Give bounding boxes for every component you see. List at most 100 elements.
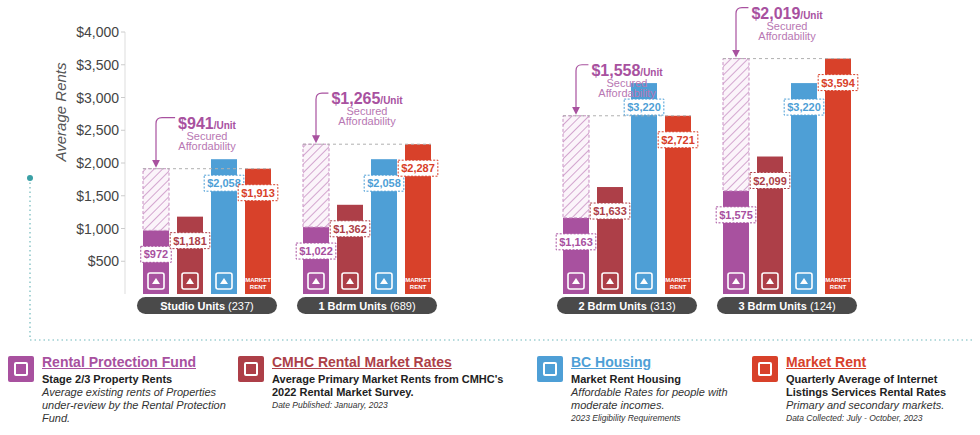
annotation-arrow	[736, 8, 748, 54]
legend-subtitle: Quarterly Average of Internet Listings S…	[786, 373, 975, 399]
data-label-box	[556, 234, 596, 250]
data-label-box	[784, 99, 824, 115]
data-label: $2,058	[207, 177, 241, 189]
annotation-arrow	[156, 118, 175, 164]
annotation-arrow	[576, 65, 588, 111]
bar-icon	[636, 273, 652, 289]
bar-icon-shape	[312, 278, 320, 284]
annotation-label: Affordability	[598, 87, 656, 99]
annotation-label: Affordability	[338, 115, 396, 127]
bar-icon-label: RENT	[250, 284, 267, 290]
texts: $972$1,181$2,058MARKETRENT$1,913$941/Uni…	[137, 5, 858, 314]
bar-icon-label: MARKET	[405, 277, 431, 283]
data-label: $3,594	[821, 77, 856, 89]
bar-icon-label: RENT	[670, 284, 687, 290]
data-label-box	[818, 75, 858, 91]
bar-icon-shape	[766, 278, 774, 284]
legend-subtitle: Average Primary Market Rents from CMHC's…	[272, 373, 528, 399]
category-pill	[297, 297, 437, 314]
bar-icon	[216, 273, 232, 289]
legend-title: Rental Protection Fund	[42, 354, 230, 371]
category-label: 3 Bdrm Units (124)	[738, 300, 835, 312]
bar-icon	[342, 273, 358, 289]
data-label-box	[716, 207, 756, 223]
data-label: $2,287	[401, 162, 435, 174]
bar-icon	[796, 273, 812, 289]
legend-entry: CMHC Rental Market Rates Average Primary …	[238, 354, 528, 411]
secured-bar	[563, 116, 589, 218]
legend-subtitle: Market Rent Housing	[571, 373, 742, 386]
data-label: $1,181	[173, 235, 207, 247]
legend-subtitle: Stage 2/3 Property Rents	[42, 373, 230, 386]
data-label: $1,163	[559, 236, 593, 248]
legend-title: BC Housing	[571, 354, 742, 371]
legend-icon-inner	[543, 362, 557, 376]
data-label: $2,058	[367, 177, 401, 189]
secured-guide	[303, 144, 431, 145]
decor-dot	[27, 175, 33, 181]
data-label-box	[590, 203, 630, 219]
category-label: 2 Bdrm Units (313)	[578, 300, 675, 312]
data-label: $2,721	[661, 134, 695, 146]
data-label: $1,913	[241, 187, 275, 199]
y-tick	[121, 163, 125, 164]
data-label-box	[658, 132, 698, 148]
bar-icon-shape	[732, 278, 740, 284]
category-count: (124)	[807, 300, 836, 312]
legend-icon	[238, 356, 264, 382]
legend-description: Average existing rents of Properties und…	[42, 386, 230, 425]
bar-icon-label: MARKET	[245, 277, 271, 283]
y-tick-label: $500	[88, 253, 119, 269]
y-tick	[121, 228, 125, 229]
bar-icon	[308, 273, 324, 289]
data-label: $3,220	[787, 101, 821, 113]
y-tick	[121, 130, 125, 131]
legend-description: Affordable Rates for people with moderat…	[571, 386, 742, 412]
marks	[143, 59, 851, 294]
bar-icon	[376, 273, 392, 289]
y-tick	[121, 64, 125, 65]
bar-icon-label: RENT	[830, 284, 847, 290]
data-label-box	[398, 160, 438, 176]
legend-icon	[752, 356, 778, 382]
bar-icon-shape	[380, 278, 388, 284]
y-tick	[121, 195, 125, 196]
data-label: $1,022	[299, 245, 333, 257]
bar-icon-shape	[186, 278, 194, 284]
data-label-box	[364, 175, 404, 191]
bar-icon	[728, 273, 744, 289]
legend-icon	[537, 356, 563, 382]
bar-icon-shape	[606, 278, 614, 284]
bar-icon-label: RENT	[410, 284, 427, 290]
bar-icon	[148, 273, 164, 289]
bar-icon-shape	[800, 278, 808, 284]
secured-bar	[303, 144, 329, 227]
category-name: Studio Units	[160, 300, 225, 312]
data-label-box	[296, 243, 336, 259]
bar	[337, 205, 363, 294]
category-pill	[717, 297, 857, 314]
y-tick-label: $1,500	[76, 188, 119, 204]
data-label: $2,099	[753, 175, 787, 187]
annotation-label: Affordability	[758, 30, 816, 42]
bar-icon	[602, 273, 618, 289]
data-label: $1,575	[719, 209, 753, 221]
legend-icon	[8, 356, 34, 382]
bar-icon	[762, 273, 778, 289]
bar	[177, 217, 203, 294]
data-label-box	[204, 175, 244, 191]
category-name: 3 Bdrm Units	[738, 300, 806, 312]
bar-icon-shape	[220, 278, 228, 284]
bar-icon-label: MARKET	[825, 277, 851, 283]
data-label: $972	[144, 248, 168, 260]
category-pill	[557, 297, 697, 314]
bar-icon-shape	[152, 278, 160, 284]
legend-entry: Market RentQuarterly Average of Internet…	[752, 354, 975, 424]
bar-icon-shape	[640, 278, 648, 284]
legend-title: CMHC Rental Market Rates	[272, 354, 528, 371]
category-name: 2 Bdrm Units	[578, 300, 646, 312]
category-label: Studio Units (237)	[160, 300, 254, 312]
legend-text: CMHC Rental Market Rates Average Primary …	[272, 354, 528, 411]
legend-entry: BC Housing Market Rent HousingAffordable …	[537, 354, 742, 424]
category-pill	[137, 297, 277, 314]
